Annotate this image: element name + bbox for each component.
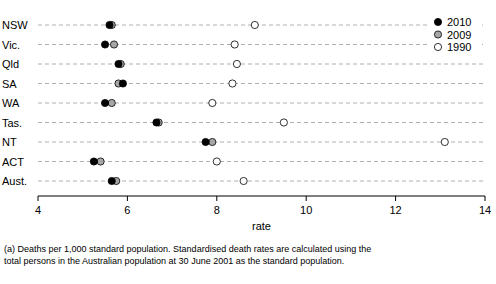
legend-marker: [434, 18, 441, 25]
row-guide: [38, 83, 485, 84]
category-label: NT: [2, 136, 17, 148]
row-guide: [38, 64, 485, 65]
dot: [108, 177, 115, 184]
dot: [106, 21, 113, 28]
x-tick-label: 14: [479, 204, 491, 216]
legend-box: [430, 14, 482, 56]
dot: [233, 60, 240, 67]
x-tick-label: 12: [389, 204, 401, 216]
row-guide: [38, 142, 485, 143]
row-guide: [38, 25, 485, 26]
x-tick: [485, 196, 486, 201]
dot: [231, 41, 238, 48]
legend-label: 2010: [447, 16, 471, 28]
x-tick: [306, 196, 307, 201]
x-tick: [127, 196, 128, 201]
x-axis: [38, 196, 485, 197]
category-label: Tas.: [2, 117, 22, 129]
x-tick-label: 6: [124, 204, 130, 216]
dot: [213, 158, 220, 165]
dot: [251, 21, 258, 28]
legend-marker: [434, 31, 441, 38]
legend-label: 1990: [447, 41, 471, 53]
dot: [209, 138, 216, 145]
x-tick: [216, 196, 217, 201]
markers: [90, 21, 448, 184]
dot: [280, 119, 287, 126]
x-tick: [395, 196, 396, 201]
dot: [90, 158, 97, 165]
dot: [97, 158, 104, 165]
row-guide: [38, 181, 485, 182]
dot: [240, 177, 247, 184]
dot: [209, 99, 216, 106]
category-label: ACT: [2, 156, 24, 168]
dot: [153, 119, 160, 126]
category-label: Vic.: [2, 39, 20, 51]
dot: [101, 99, 108, 106]
category-label: NSW: [2, 19, 28, 31]
category-label: WA: [2, 97, 20, 109]
dot: [115, 60, 122, 67]
x-tick: [38, 196, 39, 201]
dot: [119, 80, 126, 87]
dot: [108, 99, 115, 106]
dot: [202, 138, 209, 145]
x-axis-label: rate: [252, 220, 271, 232]
category-label: Aust.: [2, 175, 27, 187]
legend-marker: [434, 43, 441, 50]
x-tick-label: 8: [214, 204, 220, 216]
row-guide: [38, 161, 485, 162]
dot: [101, 41, 108, 48]
x-tick-label: 4: [35, 204, 41, 216]
footnote: (a) Deaths per 1,000 standard population…: [4, 244, 371, 254]
category-label: SA: [2, 78, 17, 90]
dot: [110, 41, 117, 48]
row-guide: [38, 122, 485, 123]
footnote: total persons in the Australian populati…: [4, 256, 344, 266]
x-tick-label: 10: [300, 204, 312, 216]
chart: NSW Vic. Qld SA WA Tas. NT ACT Aust. 4 6 8 10 12 14 rat…: [0, 0, 496, 284]
category-label: Qld: [2, 58, 19, 70]
dot: [441, 138, 448, 145]
dot: [229, 80, 236, 87]
legend-label: 2009: [447, 29, 471, 41]
